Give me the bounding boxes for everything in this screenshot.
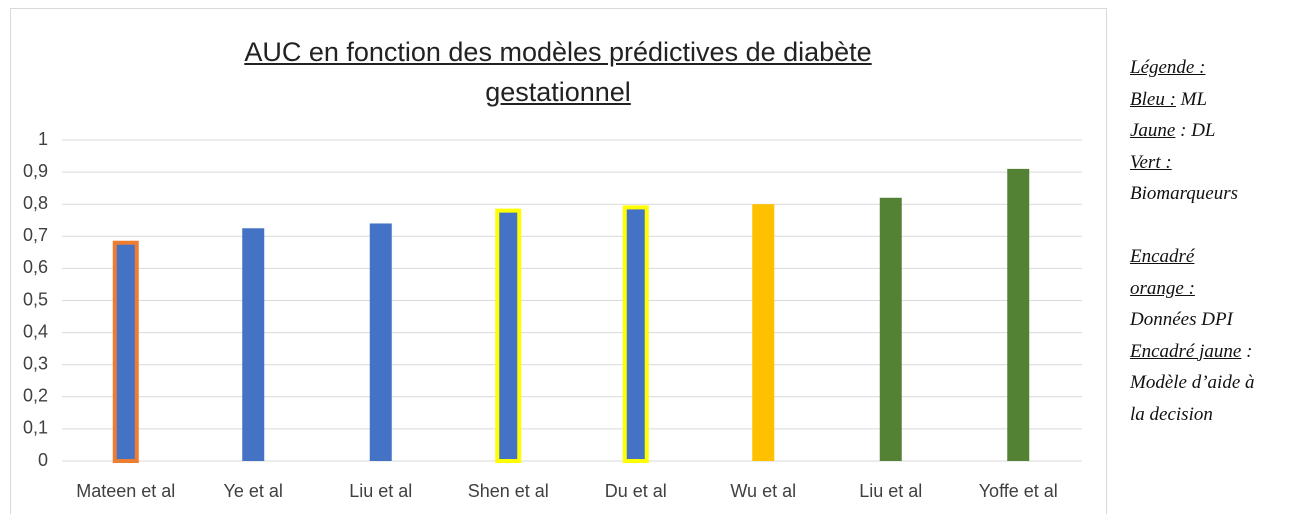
bar — [752, 204, 775, 461]
bar — [242, 228, 265, 461]
note-line: la decision — [1130, 399, 1255, 431]
note-text: orange : — [1130, 277, 1195, 299]
note-line: Modèle d’aide à — [1130, 367, 1255, 399]
note-line: Biomarqueurs — [1130, 178, 1255, 210]
side-note: Légende : Bleu : ML Jaune : DL Vert : Biomar… — [1130, 52, 1255, 462]
y-tick-label: 0,8 — [23, 193, 48, 213]
note-line: Vert : — [1130, 147, 1255, 179]
x-tick-label: Ye et al — [224, 481, 283, 501]
note-text: Modèle d’aide à — [1130, 372, 1255, 393]
note-paragraph: Encadré orange : Données DPI Encadré jaune … — [1130, 241, 1255, 430]
note-line: Encadré — [1130, 241, 1255, 273]
x-tick-label: Wu et al — [730, 481, 796, 501]
y-tick-label: 0,4 — [23, 321, 48, 341]
bar — [1007, 168, 1030, 461]
note-line: Encadré jaune : — [1130, 336, 1255, 368]
note-text: : DL — [1175, 120, 1216, 141]
y-tick-label: 0,9 — [23, 161, 48, 181]
y-tick-label: 0,6 — [23, 257, 48, 277]
bar — [369, 223, 392, 461]
note-text: Données DPI — [1130, 309, 1233, 330]
x-tick-label: Shen et al — [468, 481, 549, 501]
y-tick-label: 0,5 — [23, 289, 48, 309]
note-paragraph: Légende : Bleu : ML Jaune : DL Vert : Biomar… — [1130, 52, 1255, 210]
note-text: Vert : — [1130, 151, 1172, 173]
note-line: Bleu : ML — [1130, 84, 1255, 116]
note-text: Jaune — [1130, 120, 1176, 141]
bar — [622, 205, 649, 463]
chart: 0 0,1 0,2 0,3 0,4 0,5 0,6 0,7 0,8 0,9 1 Mateen et a… — [23, 129, 1082, 501]
note-line: orange : — [1130, 273, 1255, 305]
y-tick-label: 1 — [38, 129, 48, 149]
note-text: Bleu : — [1130, 88, 1176, 110]
x-tick-label: Mateen et al — [76, 481, 175, 501]
x-tick-label: Yoffe et al — [979, 481, 1058, 501]
note-line: Données DPI — [1130, 304, 1255, 336]
bar — [495, 208, 522, 463]
y-tick-label: 0,1 — [23, 418, 48, 438]
y-tick-label: 0,3 — [23, 353, 48, 373]
bar — [879, 197, 902, 461]
note-text: la decision — [1130, 403, 1213, 425]
y-tick-label: 0 — [38, 450, 48, 470]
note-text: : — [1241, 340, 1253, 362]
note-line: Jaune : DL — [1130, 115, 1255, 147]
note-text: Biomarqueurs — [1130, 183, 1239, 204]
note-text: ML — [1175, 88, 1208, 110]
note-text: Encadré jaune — [1130, 340, 1242, 362]
chart-title: AUC en fonction des modèles prédictives … — [244, 37, 872, 107]
bar — [112, 240, 139, 463]
note-text: Encadré — [1130, 246, 1195, 267]
x-tick-label: Liu et al — [349, 481, 412, 501]
x-tick-label: Liu et al — [859, 481, 922, 501]
note-text: Légende : — [1130, 57, 1206, 78]
y-tick-label: 0,7 — [23, 225, 48, 245]
note-line: Légende : — [1130, 52, 1255, 84]
chart-frame — [10, 8, 1107, 514]
x-tick-label: Du et al — [605, 481, 667, 501]
y-tick-label: 0,2 — [23, 386, 48, 406]
